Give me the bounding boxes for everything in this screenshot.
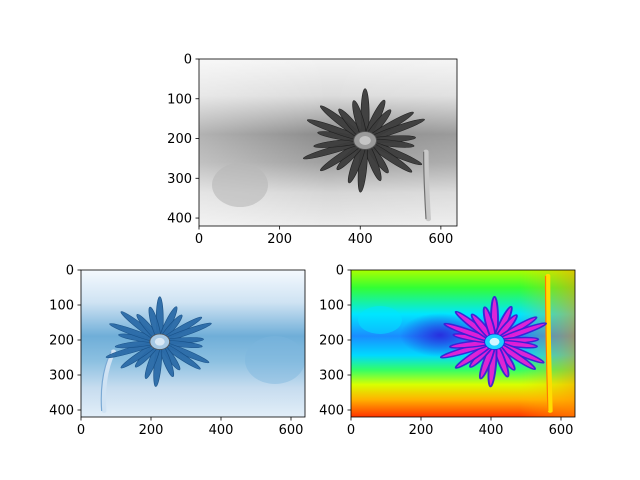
bottom-right-image xyxy=(351,270,575,417)
bottom-left-x-tick-label: 0 xyxy=(77,423,85,438)
bottom-left-flower-center-highlight xyxy=(154,337,165,346)
bottom-right-x-tick-label: 600 xyxy=(549,423,574,438)
top-flower xyxy=(302,88,431,222)
bottom-left-x-tick-label: 200 xyxy=(139,423,164,438)
bottom-right-flower-stem xyxy=(545,273,553,413)
bottom-left-ticks: 0 200 400 600 0 100 200 300 400 xyxy=(49,264,303,439)
bottom-left-axes-frame xyxy=(80,269,306,418)
bottom-right-image-panel: 0 200 400 600 0 100 200 300 400 xyxy=(319,264,576,439)
bottom-left-x-tick-label: 600 xyxy=(279,423,304,438)
top-y-tick-label: 300 xyxy=(167,172,192,187)
bottom-right-x-tick-label: 400 xyxy=(479,423,504,438)
bottom-right-y-tick-label: 300 xyxy=(319,369,344,384)
bottom-right-x-tick-label: 0 xyxy=(347,423,355,438)
top-y-tick-label: 0 xyxy=(184,53,192,68)
bottom-left-flower xyxy=(100,296,212,413)
bottom-left-y-tick-label: 100 xyxy=(49,299,74,314)
bottom-right-flower xyxy=(439,273,553,413)
top-x-tick-label: 400 xyxy=(348,232,373,247)
bottom-right-image-cyan-region xyxy=(358,306,402,334)
bottom-left-image-shadow xyxy=(245,336,305,384)
top-x-tick-label: 600 xyxy=(428,232,453,247)
top-ticks: 0 200 400 600 0 100 200 300 400 xyxy=(167,53,453,248)
bottom-right-axes-frame xyxy=(350,269,576,418)
bottom-right-y-tick-label: 400 xyxy=(319,404,344,419)
top-y-tick-label: 100 xyxy=(167,92,192,107)
top-x-tick-label: 0 xyxy=(195,232,203,247)
bottom-right-y-tick-label: 100 xyxy=(319,299,344,314)
bottom-left-image-panel: 0 200 400 600 0 100 200 300 400 xyxy=(49,264,306,439)
bottom-right-x-tick-label: 200 xyxy=(409,423,434,438)
top-x-tick-label: 200 xyxy=(267,232,292,247)
bottom-left-y-tick-label: 200 xyxy=(49,334,74,349)
top-flower-stem xyxy=(423,149,431,222)
bottom-right-ticks: 0 200 400 600 0 100 200 300 400 xyxy=(319,264,573,439)
bottom-left-y-tick-label: 300 xyxy=(49,369,74,384)
bottom-right-y-tick-label: 0 xyxy=(336,264,344,279)
bottom-right-flower-center-highlight xyxy=(489,337,500,346)
bottom-left-x-tick-label: 400 xyxy=(209,423,234,438)
top-image-shadow xyxy=(212,163,268,207)
top-y-tick-label: 200 xyxy=(167,132,192,147)
top-axes-frame xyxy=(198,58,458,227)
top-y-tick-label: 400 xyxy=(167,212,192,227)
top-flower-center-highlight xyxy=(359,136,371,145)
top-flower-stem-edge xyxy=(423,151,427,220)
bottom-right-flower-stem-edge xyxy=(544,275,549,411)
bottom-left-image xyxy=(81,270,305,417)
top-image xyxy=(199,59,457,226)
bottom-left-y-tick-label: 0 xyxy=(66,264,74,279)
bottom-right-y-tick-label: 200 xyxy=(319,334,344,349)
bottom-left-y-tick-label: 400 xyxy=(49,404,74,419)
top-image-panel: 0 200 400 600 0 100 200 300 400 xyxy=(167,53,458,248)
